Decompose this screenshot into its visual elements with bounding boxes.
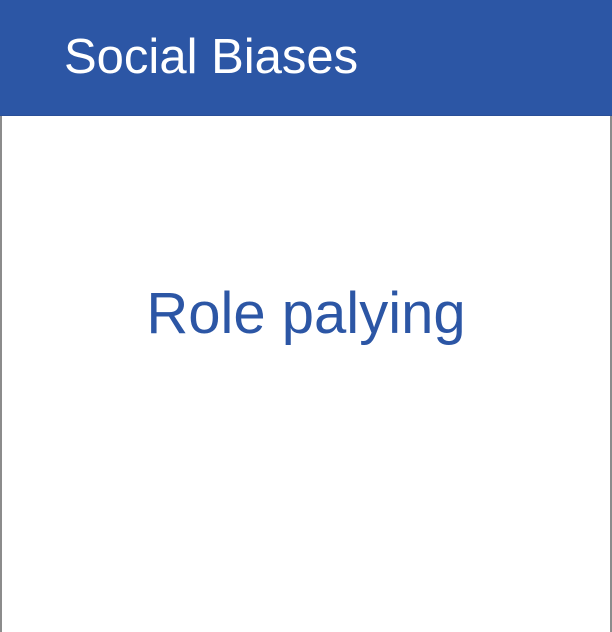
card-header: Social Biases [0, 0, 612, 116]
card-body-text: Role palying [146, 281, 466, 346]
card-title: Social Biases [64, 30, 359, 84]
